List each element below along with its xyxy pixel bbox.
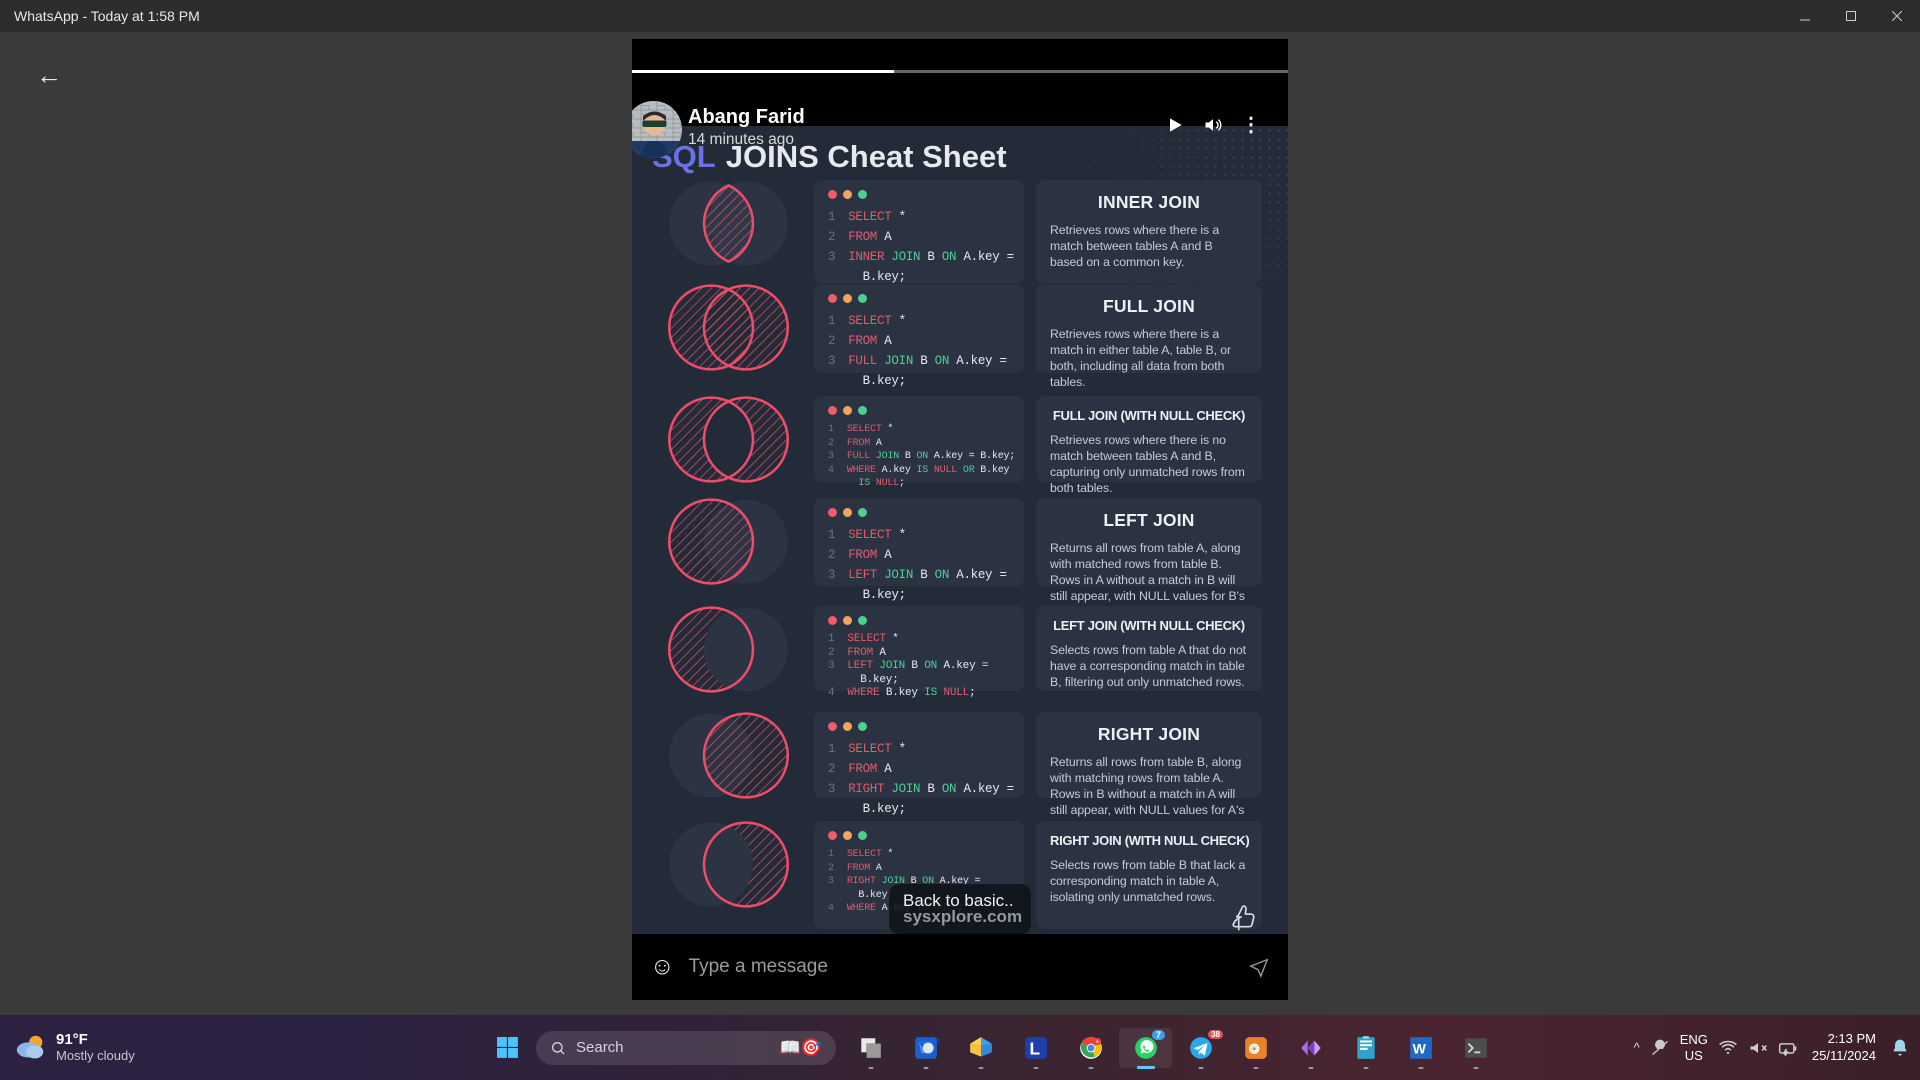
svg-text:L: L — [1029, 1038, 1040, 1058]
svg-text:O: O — [933, 1036, 938, 1045]
svg-text:❂: ❂ — [1247, 1041, 1260, 1056]
svg-text:W: W — [1412, 1040, 1426, 1056]
